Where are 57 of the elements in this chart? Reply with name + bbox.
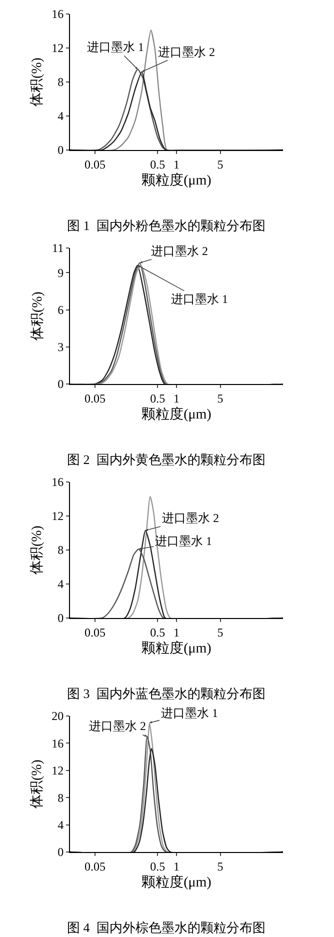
x-axis-title: 颗粒度(μm) xyxy=(142,406,212,423)
text: 图 1 国内外粉色墨水的颗粒分布图 xyxy=(67,218,266,233)
series-label: 进口墨水 2 xyxy=(162,511,219,525)
y-axis-title: 体积(%) xyxy=(29,525,46,574)
y-tick-label: 6 xyxy=(58,303,64,318)
x-axis-title: 颗粒度(μm) xyxy=(142,640,212,657)
x-tick-label: 0.5 xyxy=(150,625,166,640)
y-tick-label: 0 xyxy=(58,845,64,860)
y-tick-label: 16 xyxy=(52,475,64,490)
series-label: 进口墨水 2 xyxy=(158,45,215,59)
series-label: 进口墨水 1 xyxy=(161,706,218,720)
x-tick-label: 0.05 xyxy=(84,859,106,874)
y-tick-label: 16 xyxy=(52,7,64,22)
y-tick-label: 4 xyxy=(58,818,64,832)
y-tick-label: 12 xyxy=(52,764,64,778)
y-tick-label: 0 xyxy=(58,377,64,392)
x-tick-label: 1 xyxy=(174,157,180,172)
y-axis-title: 体积(%) xyxy=(30,291,46,340)
series-label: 进口墨水 2 xyxy=(151,244,208,258)
y-tick-label: 8 xyxy=(58,790,64,805)
x-tick-label: 0.05 xyxy=(84,157,106,172)
y-axis-title: 体积(%) xyxy=(29,57,46,106)
x-tick-label: 5 xyxy=(217,859,224,874)
x-axis-title: 颗粒度(μm) xyxy=(142,172,212,189)
y-tick-label: 16 xyxy=(52,736,64,750)
y-axis-title: 体积(%) xyxy=(29,759,46,808)
x-axis-title: 颗粒度(μm) xyxy=(142,874,212,891)
y-tick-label: 20 xyxy=(52,709,64,724)
text: 图 4 国内外棕色墨水的颗粒分布图 xyxy=(67,920,266,935)
y-tick-label: 12 xyxy=(52,509,64,524)
x-tick-label: 0.05 xyxy=(84,625,106,640)
legend-label: 进口墨水 2 xyxy=(89,719,146,733)
text: 图 3 国内外蓝色墨水的颗粒分布图 xyxy=(67,686,266,701)
legend-label: 进口墨水 1 xyxy=(155,534,212,548)
y-tick-label: 4 xyxy=(58,577,64,592)
y-tick-label: 0 xyxy=(58,611,64,626)
x-tick-label: 1 xyxy=(174,625,180,640)
x-tick-label: 0.5 xyxy=(150,157,166,172)
y-tick-label: 0 xyxy=(58,143,64,158)
y-tick-label: 12 xyxy=(52,41,64,56)
y-tick-label: 4 xyxy=(58,109,64,124)
legend-label: 进口墨水 1 xyxy=(171,292,228,306)
series-label: 进口墨水 1 xyxy=(87,40,144,54)
text: 图 2 国内外黄色墨水的颗粒分布图 xyxy=(67,452,266,467)
x-tick-label: 0.5 xyxy=(150,391,166,406)
x-tick-label: 1 xyxy=(174,859,180,874)
x-tick-label: 0.5 xyxy=(150,859,166,874)
y-tick-label: 9 xyxy=(58,266,64,280)
x-tick-label: 0.05 xyxy=(84,391,106,406)
y-tick-label: 8 xyxy=(58,75,64,90)
x-tick-label: 5 xyxy=(217,157,224,172)
y-tick-label: 3 xyxy=(58,340,64,354)
x-tick-label: 5 xyxy=(217,391,224,406)
y-tick-label: 11 xyxy=(52,241,64,256)
y-tick-label: 8 xyxy=(58,543,64,558)
x-tick-label: 5 xyxy=(217,625,224,640)
x-tick-label: 1 xyxy=(174,391,180,406)
